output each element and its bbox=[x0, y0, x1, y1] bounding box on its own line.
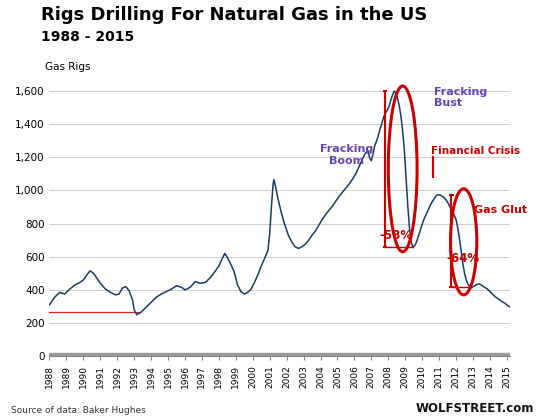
Text: WOLFSTREET.com: WOLFSTREET.com bbox=[416, 402, 534, 415]
Text: Gas Glut: Gas Glut bbox=[474, 205, 527, 215]
Text: -64%: -64% bbox=[447, 252, 480, 265]
Bar bbox=[50, 353, 510, 356]
Text: Gas Rigs: Gas Rigs bbox=[45, 62, 90, 72]
Text: Fracking
Bust: Fracking Bust bbox=[434, 87, 487, 108]
Text: 1988 - 2015: 1988 - 2015 bbox=[41, 30, 134, 44]
Text: Source of data: Baker Hughes: Source of data: Baker Hughes bbox=[11, 406, 146, 415]
Text: Financial Crisis: Financial Crisis bbox=[432, 146, 520, 156]
Text: -58%: -58% bbox=[379, 229, 412, 241]
Text: Rigs Drilling For Natural Gas in the US: Rigs Drilling For Natural Gas in the US bbox=[41, 6, 427, 24]
Text: Fracking
Boom: Fracking Boom bbox=[320, 144, 373, 165]
